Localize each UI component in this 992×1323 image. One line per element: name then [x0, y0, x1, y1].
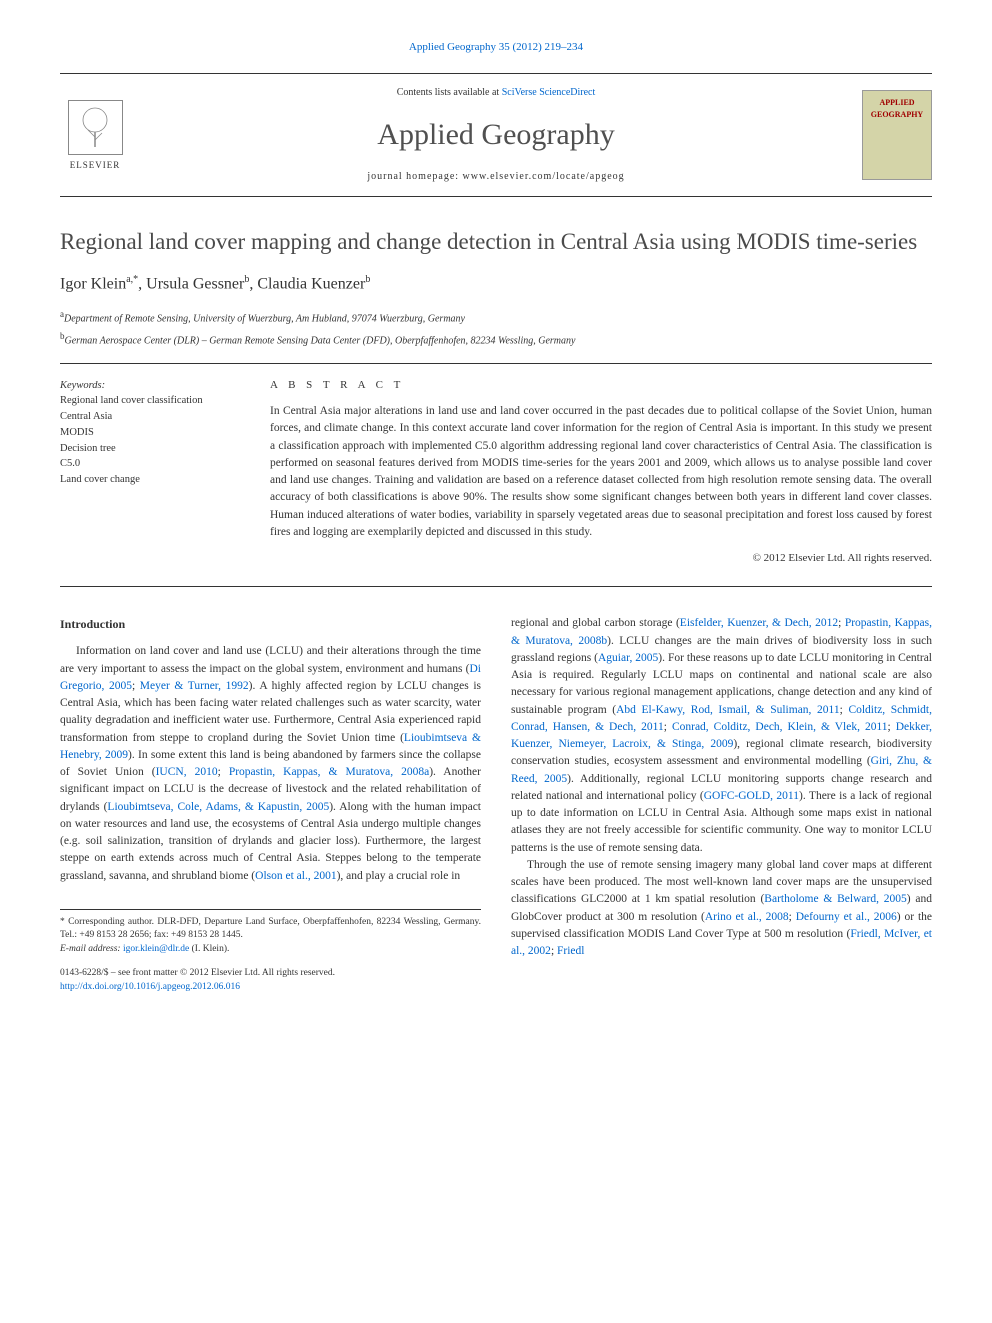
author-1: Igor Klein: [60, 276, 126, 293]
affiliation-b: bGerman Aerospace Center (DLR) – German …: [60, 330, 932, 348]
doi-link[interactable]: http://dx.doi.org/10.1016/j.apgeog.2012.…: [60, 982, 240, 992]
keywords-head: Keywords:: [60, 378, 240, 394]
body-columns: Introduction Information on land cover a…: [60, 615, 932, 994]
contents-available-line: Contents lists available at SciVerse Sci…: [130, 86, 862, 100]
text-run: ;: [664, 721, 672, 733]
citation-link[interactable]: Olson et al., 2001: [255, 870, 336, 882]
text-run: ;: [132, 680, 140, 692]
abstract-text: In Central Asia major alterations in lan…: [270, 403, 932, 541]
article-title: Regional land cover mapping and change d…: [60, 227, 932, 257]
citation-link[interactable]: Meyer & Turner, 1992: [140, 680, 249, 692]
text-run: ), and play a crucial role in: [337, 870, 461, 882]
elsevier-logo: ELSEVIER: [60, 100, 130, 172]
rule-below-abstract: [60, 586, 932, 587]
aff-a-text: Department of Remote Sensing, University…: [64, 313, 465, 324]
citation-link[interactable]: Eisfelder, Kuenzer, & Dech, 2012: [680, 617, 838, 629]
text-run: ;: [888, 721, 896, 733]
header-citation: Applied Geography 35 (2012) 219–234: [60, 40, 932, 55]
rule-above-abstract: [60, 363, 932, 364]
author-3-sup: b: [365, 274, 370, 285]
citation-link[interactable]: Arino et al., 2008: [705, 911, 789, 923]
keyword-item: Regional land cover classification: [60, 393, 240, 409]
author-1-sup: a,*: [126, 274, 138, 285]
email-label: E-mail address:: [60, 944, 123, 954]
keyword-item: Decision tree: [60, 441, 240, 457]
journal-name: Applied Geography: [130, 114, 862, 156]
citation-link[interactable]: Aguiar, 2005: [598, 652, 658, 664]
intro-paragraph-1: Information on land cover and land use (…: [60, 643, 481, 885]
author-3: Claudia Kuenzer: [257, 276, 365, 293]
text-run: Information on land cover and land use (…: [60, 645, 481, 674]
abstract-column: A B S T R A C T In Central Asia major al…: [270, 378, 932, 567]
masthead-center: Contents lists available at SciVerse Sci…: [130, 86, 862, 184]
abstract-block: Keywords: Regional land cover classifica…: [60, 378, 932, 567]
intro-paragraph-2: Through the use of remote sensing imager…: [511, 857, 932, 961]
authors-line: Igor Kleina,*, Ursula Gessnerb, Claudia …: [60, 273, 932, 296]
keyword-item: MODIS: [60, 425, 240, 441]
contents-prefix: Contents lists available at: [397, 87, 502, 98]
text-run: ;: [218, 766, 229, 778]
text-run: ;: [789, 911, 796, 923]
column-right: regional and global carbon storage (Eisf…: [511, 615, 932, 994]
keyword-item: Central Asia: [60, 409, 240, 425]
email-line: E-mail address: igor.klein@dlr.de (I. Kl…: [60, 943, 481, 956]
sciencedirect-link[interactable]: SciVerse ScienceDirect: [502, 87, 596, 98]
citation-link[interactable]: GOFC-GOLD, 2011: [704, 790, 799, 802]
abstract-copyright: © 2012 Elsevier Ltd. All rights reserved…: [270, 551, 932, 566]
email-suffix: (I. Klein).: [189, 944, 229, 954]
corresponding-author: * Corresponding author. DLR-DFD, Departu…: [60, 916, 481, 943]
citation-link[interactable]: Lioubimtseva, Cole, Adams, & Kapustin, 2…: [107, 801, 329, 813]
author-2: Ursula Gessner: [146, 276, 244, 293]
footnote-block: * Corresponding author. DLR-DFD, Departu…: [60, 909, 481, 956]
journal-cover-thumbnail: APPLIED GEOGRAPHY: [862, 90, 932, 180]
citation-link[interactable]: Defourny et al., 2006: [796, 911, 897, 923]
elsevier-label: ELSEVIER: [70, 159, 121, 172]
citation-link[interactable]: Bartholome & Belward, 2005: [764, 893, 906, 905]
citation-link[interactable]: Propastin, Kappas, & Muratova, 2008a: [229, 766, 429, 778]
keywords-column: Keywords: Regional land cover classifica…: [60, 378, 240, 567]
elsevier-tree-icon: [68, 100, 123, 155]
cover-line-2: GEOGRAPHY: [871, 109, 923, 120]
front-matter-line: 0143-6228/$ – see front matter © 2012 El…: [60, 966, 481, 980]
email-link[interactable]: igor.klein@dlr.de: [123, 944, 189, 954]
journal-homepage: journal homepage: www.elsevier.com/locat…: [130, 170, 862, 184]
doi-line: http://dx.doi.org/10.1016/j.apgeog.2012.…: [60, 980, 481, 994]
journal-masthead: ELSEVIER Contents lists available at Sci…: [60, 73, 932, 197]
cover-line-1: APPLIED: [879, 97, 914, 108]
citation-link[interactable]: IUCN, 2010: [156, 766, 218, 778]
keyword-item: Land cover change: [60, 472, 240, 488]
citation-link[interactable]: Abd El-Kawy, Rod, Ismail, & Suliman, 201…: [616, 704, 840, 716]
author-2-sup: b: [244, 274, 249, 285]
keyword-item: C5.0: [60, 456, 240, 472]
affiliation-a: aDepartment of Remote Sensing, Universit…: [60, 308, 932, 326]
text-run: regional and global carbon storage (: [511, 617, 680, 629]
tree-icon: [70, 102, 120, 152]
citation-link[interactable]: Friedl: [557, 945, 584, 957]
aff-b-text: German Aerospace Center (DLR) – German R…: [65, 336, 576, 347]
abstract-head: A B S T R A C T: [270, 378, 932, 393]
introduction-head: Introduction: [60, 615, 481, 633]
intro-paragraph-1-cont: regional and global carbon storage (Eisf…: [511, 615, 932, 857]
column-left: Introduction Information on land cover a…: [60, 615, 481, 994]
citation-link[interactable]: Conrad, Colditz, Dech, Klein, & Vlek, 20…: [672, 721, 888, 733]
text-run: ;: [838, 617, 845, 629]
